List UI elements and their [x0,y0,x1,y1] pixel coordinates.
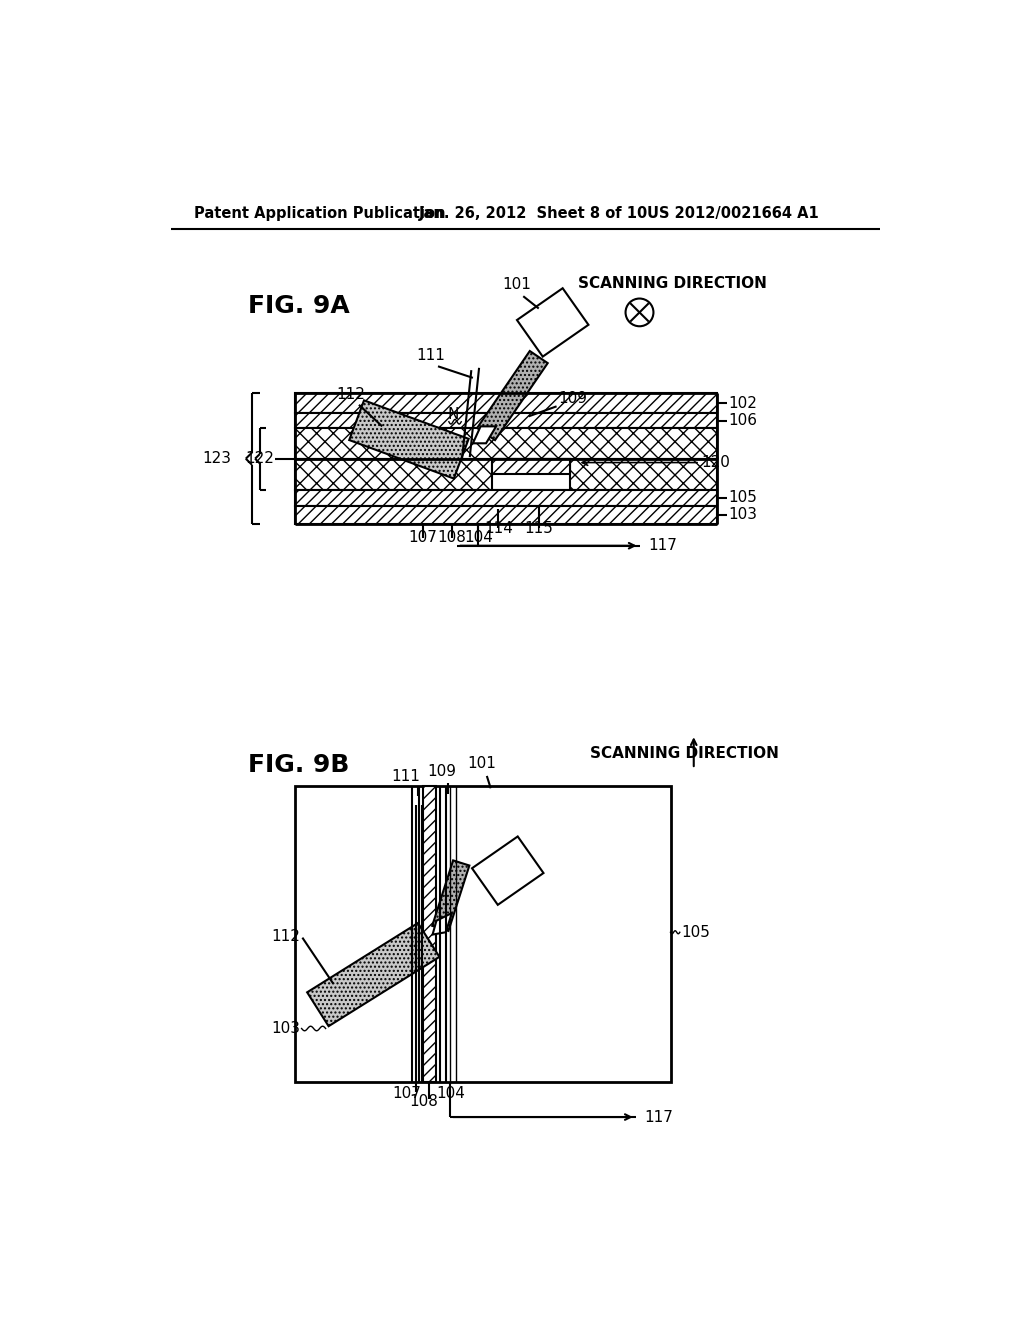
Text: 114: 114 [484,521,513,536]
Text: 107: 107 [392,1086,422,1101]
Text: Patent Application Publication: Patent Application Publication [194,206,445,222]
Polygon shape [432,913,452,935]
Text: 101: 101 [467,756,496,771]
Text: FIG. 9B: FIG. 9B [248,754,349,777]
Text: 109: 109 [427,764,457,779]
Bar [295,507,717,524]
Polygon shape [517,288,589,356]
Text: 105: 105 [681,925,711,940]
Text: 108: 108 [410,1093,438,1109]
Text: 109: 109 [558,391,587,407]
Polygon shape [307,923,439,1026]
Text: 120: 120 [701,455,730,470]
Bar [493,459,569,474]
Text: 103: 103 [728,507,757,523]
Text: 122: 122 [245,451,273,466]
Polygon shape [477,351,548,440]
Text: Jan. 26, 2012  Sheet 8 of 10: Jan. 26, 2012 Sheet 8 of 10 [419,206,648,222]
Polygon shape [349,400,469,479]
Polygon shape [432,861,469,931]
Bar [295,459,717,490]
Text: 112: 112 [336,387,365,401]
Bar [295,428,717,459]
Text: SCANNING DIRECTION: SCANNING DIRECTION [578,276,766,290]
Text: 117: 117 [649,539,678,553]
Text: 111: 111 [391,768,420,784]
Text: 104: 104 [436,1086,465,1101]
Bar [493,459,569,490]
Text: US 2012/0021664 A1: US 2012/0021664 A1 [647,206,819,222]
Bar [295,393,717,412]
Text: 117: 117 [644,1110,673,1125]
Bar [295,412,717,428]
Text: 112: 112 [271,928,300,944]
Polygon shape [473,426,496,444]
Text: 106: 106 [728,413,757,429]
Bar [423,785,435,1082]
Text: 108: 108 [437,529,466,545]
Text: N: N [447,407,459,421]
Text: 105: 105 [728,491,757,506]
Text: 103: 103 [271,1020,300,1036]
Text: 102: 102 [728,396,757,411]
Text: 111: 111 [416,348,444,363]
Text: SCANNING DIRECTION: SCANNING DIRECTION [590,746,779,762]
Text: 101: 101 [503,277,531,292]
Polygon shape [472,837,544,904]
Text: 123: 123 [202,451,231,466]
Text: 115: 115 [524,521,553,536]
Bar [295,490,717,507]
Text: 107: 107 [408,529,437,545]
Text: 104: 104 [464,529,493,545]
Bar [295,785,671,1082]
Text: FIG. 9A: FIG. 9A [248,294,350,318]
